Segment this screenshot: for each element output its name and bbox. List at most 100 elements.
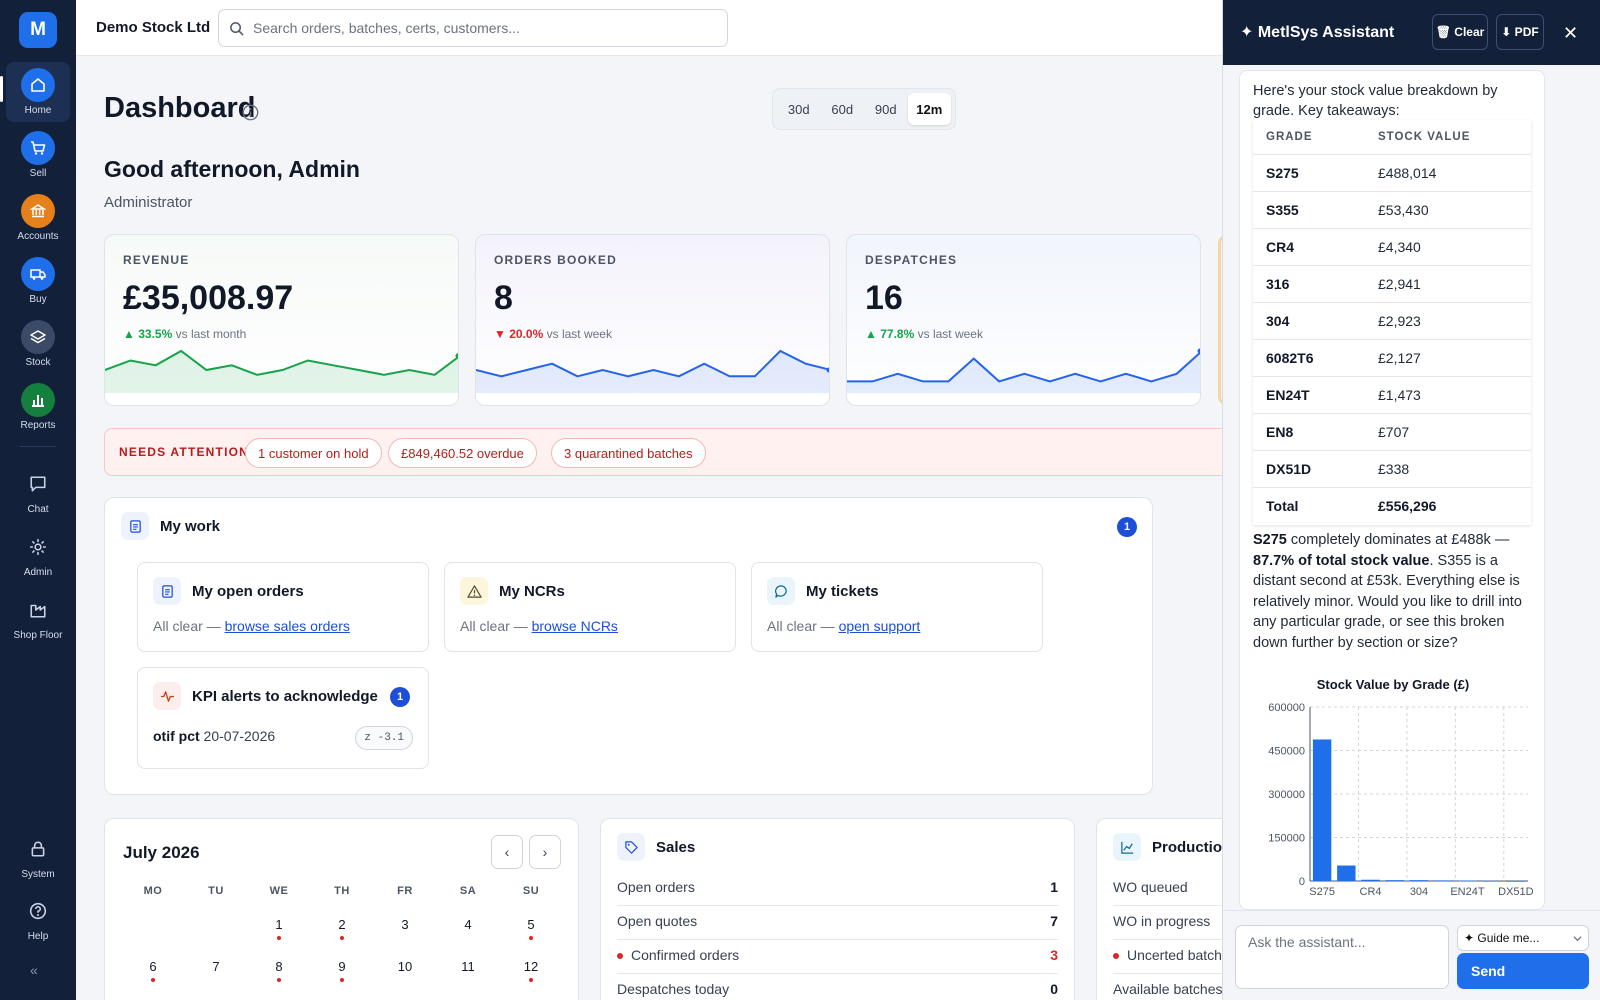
attention-chip-overdue[interactable]: £849,460.52 overdue xyxy=(388,438,537,468)
sidebar-item-accounts[interactable]: Accounts xyxy=(6,188,70,248)
sidebar-divider xyxy=(20,446,56,447)
calendar-day[interactable]: 11 xyxy=(461,959,475,974)
send-button[interactable]: Send xyxy=(1457,953,1589,989)
period-90d-button[interactable]: 90d xyxy=(874,101,897,117)
sidebar-item-help[interactable]: Help xyxy=(6,888,70,948)
sidebar-item-sell[interactable]: Sell xyxy=(6,125,70,185)
sidebar-item-label: System xyxy=(21,869,55,880)
row-label-text: Open quotes xyxy=(617,913,698,929)
pdf-button[interactable]: ⬇ PDF xyxy=(1496,14,1544,50)
app-logo[interactable]: M xyxy=(19,12,57,48)
sales-row-label[interactable]: Confirmed orders xyxy=(617,947,739,963)
calendar-day[interactable]: 4 xyxy=(464,917,472,932)
kpi-label: DESPATCHES xyxy=(865,253,958,267)
calendar-day[interactable]: 12 xyxy=(511,959,551,982)
sidebar-item-chat[interactable]: Chat xyxy=(6,461,70,521)
production-row-label[interactable]: Uncerted batches xyxy=(1113,947,1224,963)
table-header: STOCK VALUE xyxy=(1365,120,1531,155)
close-icon[interactable]: ✕ xyxy=(1563,23,1579,43)
attention-chip-customer-hold[interactable]: 1 customer on hold xyxy=(245,438,382,468)
calendar-day[interactable]: 1 xyxy=(259,917,299,940)
kpi-delta-compare: vs last month xyxy=(175,327,247,341)
sidebar-item-label: Help xyxy=(27,931,49,942)
sales-row-label[interactable]: Open orders xyxy=(617,879,695,895)
calendar-day[interactable]: 10 xyxy=(397,959,413,974)
production-row-label[interactable]: WO queued xyxy=(1113,879,1188,895)
sidebar-item-reports[interactable]: Reports xyxy=(6,377,70,437)
x-tick-label: DX51D xyxy=(1498,886,1534,898)
guide-me-select[interactable]: ✦ Guide me... xyxy=(1457,925,1589,951)
attention-chip-quarantined[interactable]: 3 quarantined batches xyxy=(551,438,706,468)
calendar-next-button[interactable]: › xyxy=(529,835,561,869)
production-row-label[interactable]: WO in progress xyxy=(1113,913,1210,929)
sales-row-label[interactable]: Despatches today xyxy=(617,981,729,997)
guide-me-label: ✦ Guide me... xyxy=(1464,931,1540,945)
browse-sales-orders-link[interactable]: browse sales orders xyxy=(224,618,350,634)
open-support-link[interactable]: open support xyxy=(838,618,921,634)
main-content: Dashboard 30d 60d 90d 12m Good afternoon… xyxy=(76,56,1224,1000)
kpi-card-despatches[interactable]: DESPATCHES 16 ▲ 77.8% vs last week xyxy=(846,234,1201,406)
sidebar-item-home[interactable]: Home xyxy=(0,62,70,122)
calendar-weekday: SA xyxy=(459,885,477,897)
y-tick-label: 150000 xyxy=(1268,833,1305,845)
calendar-day[interactable]: 6 xyxy=(133,959,173,982)
calendar-day[interactable]: 3 xyxy=(401,917,409,932)
my-open-orders-card: My open orders All clear — browse sales … xyxy=(137,562,429,652)
kpi-card-revenue[interactable]: REVENUE £35,008.97 ▲ 33.5% vs last month xyxy=(104,234,459,406)
production-row-label[interactable]: Available batches xyxy=(1113,981,1222,997)
sidebar-item-system[interactable]: System xyxy=(6,826,70,886)
ask-assistant-input[interactable] xyxy=(1235,925,1449,989)
calendar-day[interactable]: 7 xyxy=(212,959,220,974)
sales-row-label[interactable]: Open quotes xyxy=(617,913,697,929)
sidebar-item-shop-floor[interactable]: Shop Floor xyxy=(6,587,70,647)
x-tick-label: 304 xyxy=(1410,886,1428,898)
period-60d-button[interactable]: 60d xyxy=(831,101,854,117)
kpi-card-orders-booked[interactable]: ORDERS BOOKED 8 ▼ 20.0% vs last week xyxy=(475,234,830,406)
layers-icon xyxy=(21,320,55,354)
bar-6082t6 xyxy=(1434,880,1453,882)
table-row: S355 £53,430 xyxy=(1253,191,1531,229)
kpi-alert-row[interactable]: otif pct 20-07-2026 xyxy=(153,728,275,744)
info-icon[interactable] xyxy=(242,104,259,121)
x-tick-label: CR4 xyxy=(1360,886,1382,898)
my-open-orders-title: My open orders xyxy=(192,583,304,600)
assistant-header: ✦ MetlSys Assistant 🗑 Clear ⬇ PDF ✕ xyxy=(1223,0,1600,65)
sidebar-item-buy[interactable]: Buy xyxy=(6,251,70,311)
calendar-day[interactable]: 9 xyxy=(322,959,362,982)
my-ncrs-card: My NCRs All clear — browse NCRs xyxy=(444,562,736,652)
kpi-label: REVENUE xyxy=(123,253,190,267)
trend-down-icon: ▼ xyxy=(494,327,506,341)
calendar-day[interactable]: 2 xyxy=(322,917,362,940)
status-text: All clear — xyxy=(153,618,221,634)
sparkline-end-point xyxy=(826,367,829,373)
grade-cell: S355 xyxy=(1253,191,1365,229)
browse-ncrs-link[interactable]: browse NCRs xyxy=(531,618,618,634)
my-tickets-card: My tickets All clear — open support xyxy=(751,562,1043,652)
value-cell: £2,941 xyxy=(1365,265,1531,303)
kpi-value: 8 xyxy=(494,279,513,317)
bar-en24t xyxy=(1458,880,1477,882)
bar-cr4 xyxy=(1361,879,1380,881)
sparkline-line xyxy=(847,351,1200,383)
row-label-text: Despatches today xyxy=(617,981,730,997)
my-tickets-status: All clear — open support xyxy=(767,618,920,634)
calendar-day[interactable]: 8 xyxy=(259,959,299,982)
sidebar-item-admin[interactable]: Admin xyxy=(6,524,70,584)
search-input[interactable] xyxy=(253,20,713,36)
kpi-alert-metric: otif pct xyxy=(153,728,200,744)
sparkline-area xyxy=(105,351,458,393)
lock-icon xyxy=(21,832,55,866)
chart-title: Stock Value by Grade (£) xyxy=(1316,677,1470,692)
company-name: Demo Stock Ltd xyxy=(96,19,211,36)
period-30d-button[interactable]: 30d xyxy=(787,101,810,117)
sidebar-item-stock[interactable]: Stock xyxy=(6,314,70,374)
collapse-sidebar-button[interactable]: « xyxy=(30,962,38,978)
clear-button[interactable]: 🗑 Clear xyxy=(1432,14,1488,50)
value-cell: £488,014 xyxy=(1365,154,1531,192)
period-12m-button[interactable]: 12m xyxy=(907,93,951,125)
calendar-day[interactable]: 5 xyxy=(511,917,551,940)
my-ncrs-status: All clear — browse NCRs xyxy=(460,618,618,634)
search-bar[interactable] xyxy=(218,9,728,47)
sidebar-item-label: Admin xyxy=(23,567,53,578)
calendar-prev-button[interactable]: ‹ xyxy=(491,835,523,869)
